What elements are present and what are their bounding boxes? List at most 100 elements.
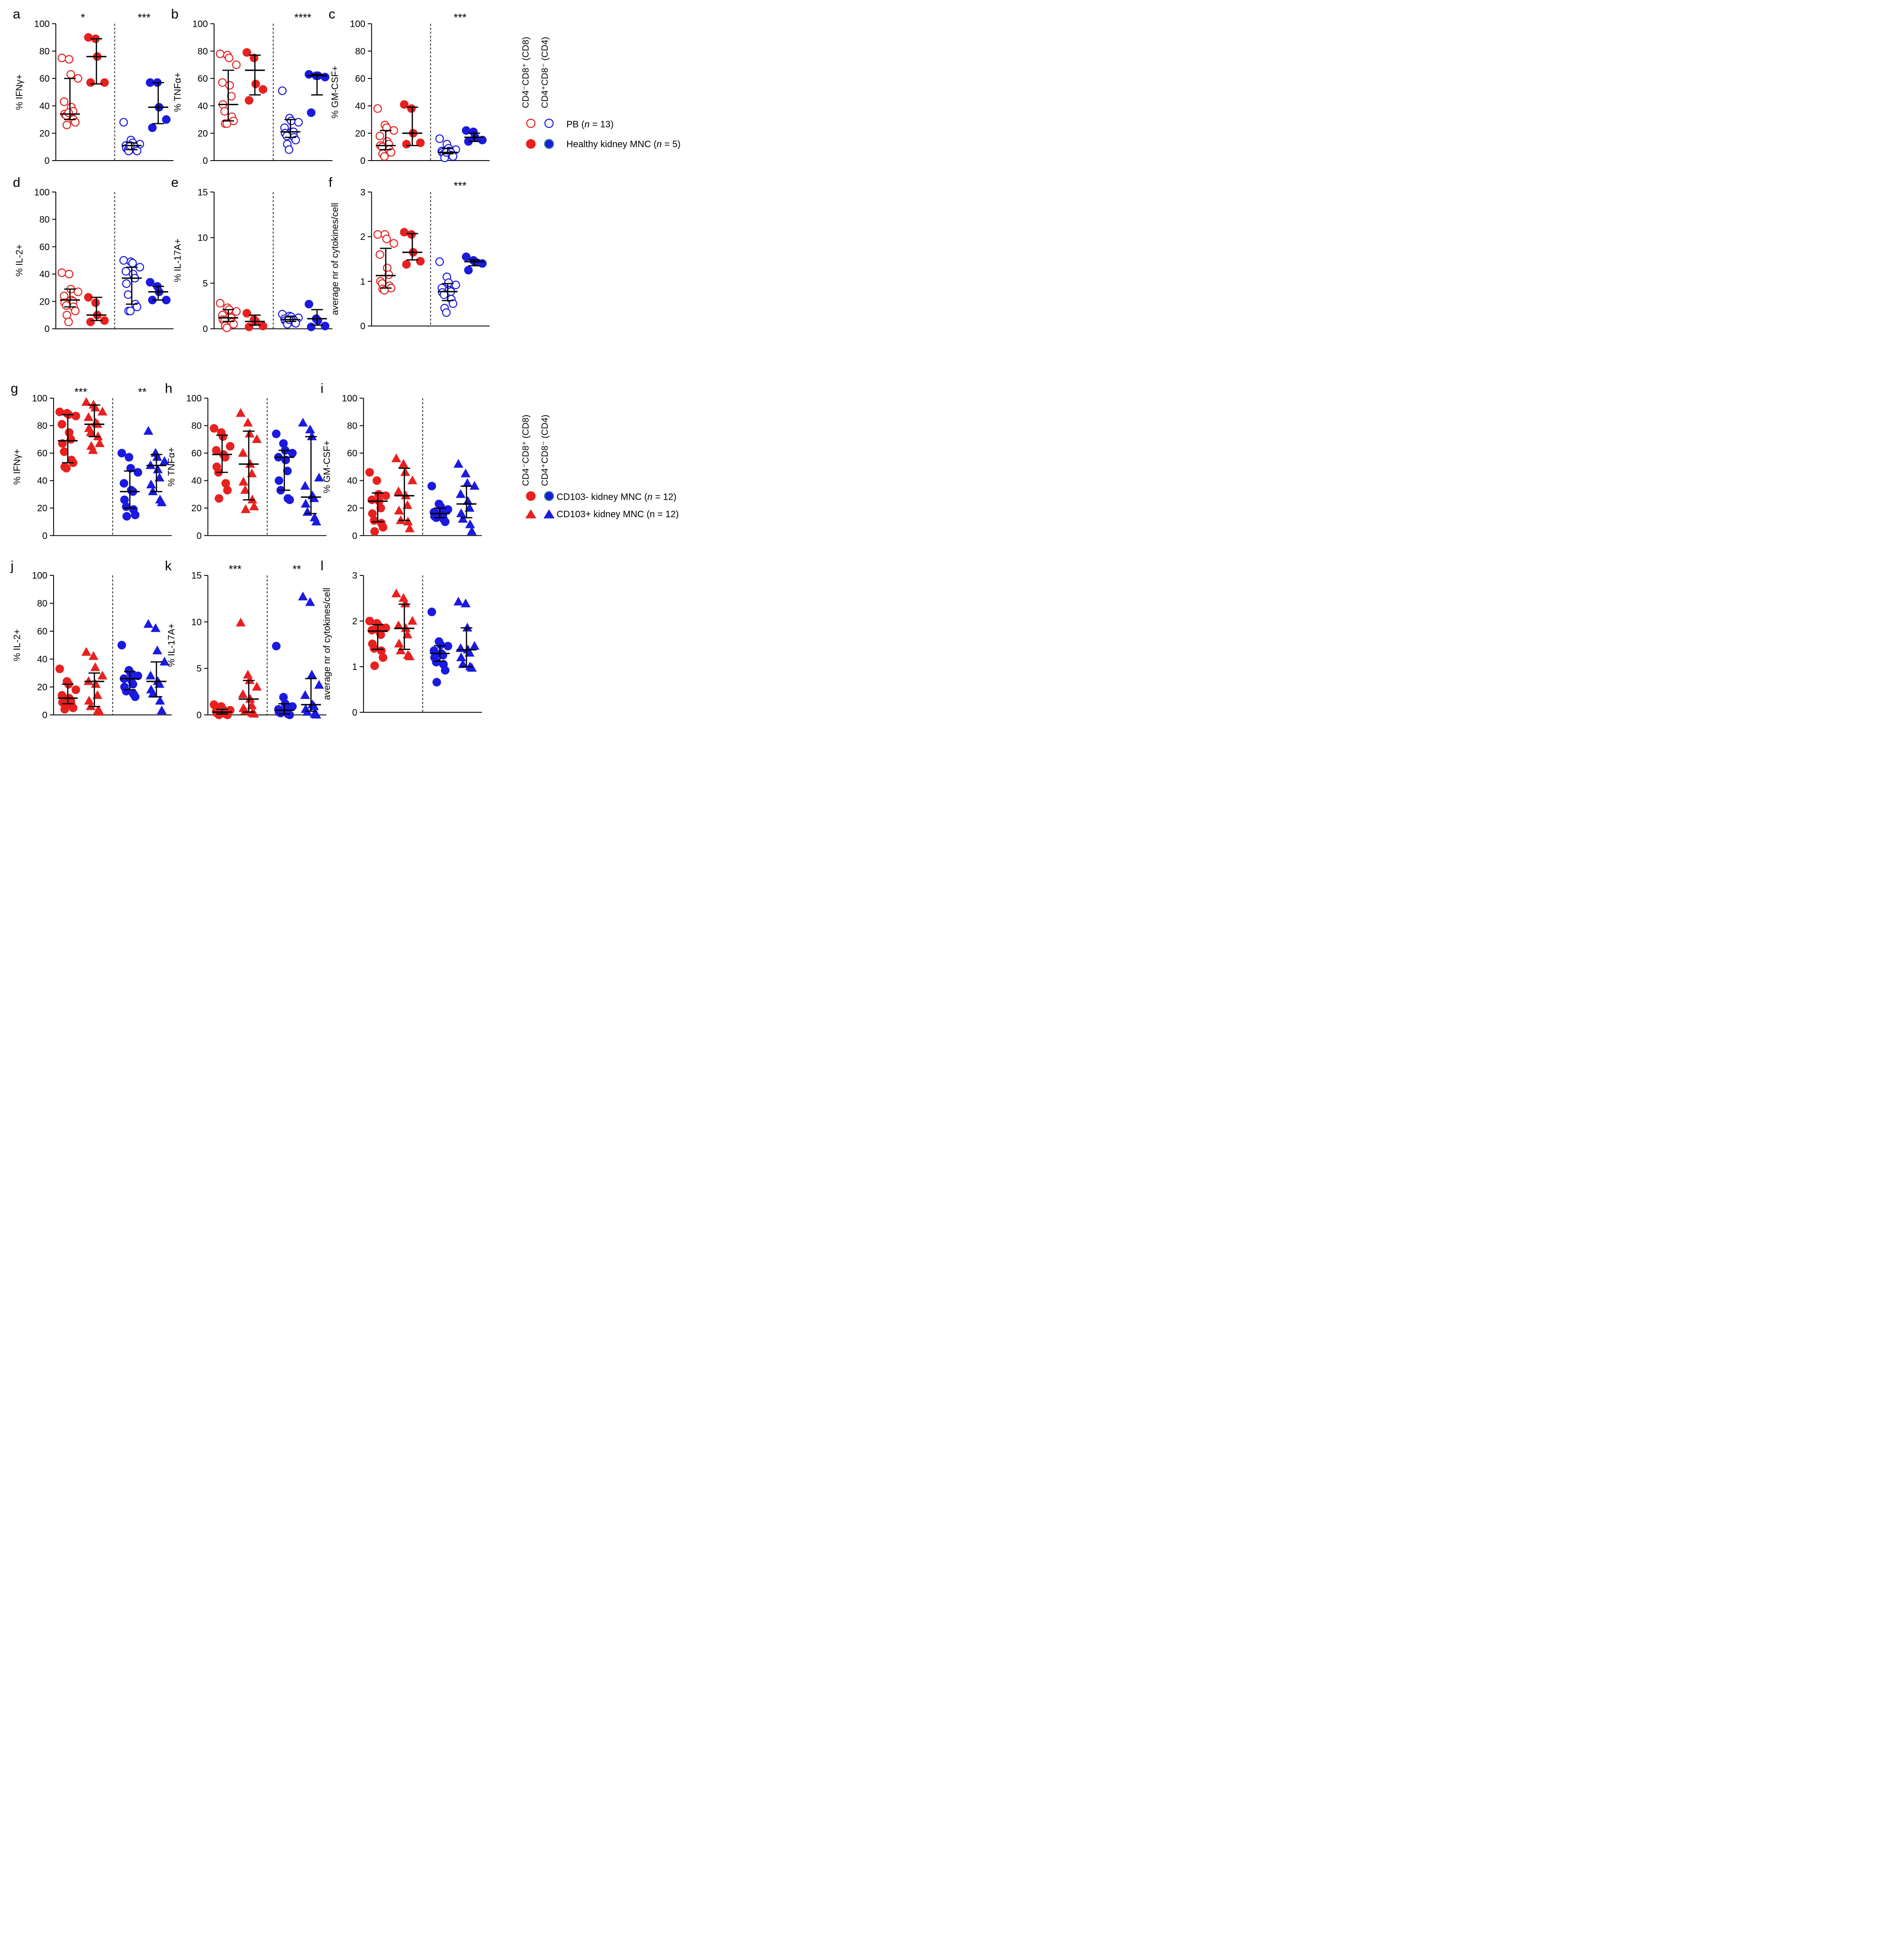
data-point bbox=[458, 659, 468, 668]
data-point bbox=[382, 123, 391, 132]
panel-letter: b bbox=[171, 7, 179, 22]
y-axis-label: % GM-CSF+ bbox=[322, 441, 332, 493]
data-point bbox=[258, 322, 268, 330]
y-tick-label: 20 bbox=[355, 129, 365, 139]
panel-b: b 0 20 40 60 80 100 % TNFα+ **** bbox=[171, 7, 333, 166]
data-point bbox=[394, 639, 404, 648]
data-point bbox=[461, 468, 471, 478]
data-point bbox=[148, 295, 157, 305]
y-tick-label: 40 bbox=[347, 476, 357, 486]
data-point bbox=[131, 692, 140, 701]
data-point bbox=[398, 459, 408, 468]
data-point bbox=[469, 641, 479, 650]
data-point bbox=[456, 652, 466, 661]
y-tick-label: 5 bbox=[203, 279, 208, 289]
data-point bbox=[251, 79, 260, 89]
y-axis-label: % IFNγ+ bbox=[14, 74, 24, 110]
data-point bbox=[456, 508, 466, 517]
data-point bbox=[62, 120, 72, 130]
data-point bbox=[249, 502, 259, 511]
data-point bbox=[467, 526, 477, 535]
data-point bbox=[132, 146, 142, 155]
y-tick-label: 1 bbox=[352, 662, 357, 672]
data-point bbox=[391, 588, 401, 598]
data-point bbox=[55, 407, 64, 417]
legend-marker-cd103pos-cd4 bbox=[543, 509, 555, 519]
data-point bbox=[389, 239, 398, 248]
data-point bbox=[309, 701, 319, 711]
data-point bbox=[441, 517, 450, 526]
data-point bbox=[92, 419, 102, 428]
data-point bbox=[148, 688, 158, 698]
data-point bbox=[145, 460, 156, 469]
data-point bbox=[387, 148, 395, 157]
y-tick-label: 2 bbox=[352, 616, 357, 627]
data-point bbox=[258, 85, 268, 94]
significance-label: *** bbox=[229, 563, 242, 576]
data-point bbox=[464, 648, 475, 657]
data-point bbox=[365, 616, 374, 626]
data-point bbox=[152, 452, 162, 461]
data-point bbox=[278, 86, 287, 96]
data-point bbox=[153, 464, 163, 473]
data-point bbox=[395, 515, 406, 524]
data-point bbox=[145, 670, 156, 680]
y-tick-label: 0 bbox=[360, 322, 365, 332]
data-point bbox=[275, 476, 283, 485]
data-point bbox=[86, 427, 96, 436]
data-point bbox=[305, 424, 315, 434]
y-tick-label: 3 bbox=[352, 571, 357, 581]
data-point bbox=[119, 118, 128, 127]
data-point bbox=[152, 645, 162, 655]
legend-marker-cd103neg-cd8 bbox=[526, 491, 536, 501]
y-axis-label: average nr of cytokines/cell bbox=[322, 588, 332, 700]
y-tick-label: 60 bbox=[347, 448, 357, 459]
data-point bbox=[245, 459, 255, 468]
y-tick-label: 100 bbox=[32, 394, 48, 404]
data-point bbox=[378, 653, 388, 662]
data-point bbox=[97, 406, 108, 416]
data-point bbox=[223, 486, 232, 495]
data-point bbox=[427, 482, 436, 490]
data-point bbox=[243, 418, 253, 427]
data-point bbox=[218, 432, 228, 441]
data-point bbox=[380, 152, 389, 161]
data-point bbox=[120, 496, 129, 504]
data-point bbox=[370, 516, 378, 525]
data-point bbox=[143, 619, 154, 628]
data-point bbox=[64, 108, 73, 117]
y-tick-label: 0 bbox=[360, 156, 365, 166]
y-tick-label: 60 bbox=[355, 74, 365, 84]
data-point bbox=[321, 72, 329, 82]
legend-marker-cd103neg-cd4 bbox=[544, 491, 554, 501]
y-tick-label: 60 bbox=[39, 74, 49, 84]
y-tick-label: 20 bbox=[347, 503, 357, 514]
data-point bbox=[155, 472, 165, 482]
data-point bbox=[314, 680, 324, 689]
y-tick-label: 60 bbox=[39, 242, 49, 252]
data-point bbox=[251, 681, 262, 691]
data-point bbox=[398, 593, 408, 602]
data-point bbox=[393, 486, 404, 496]
data-point bbox=[436, 502, 445, 511]
data-point bbox=[465, 519, 475, 528]
legend-marker-kidney-cd8 bbox=[526, 139, 536, 149]
data-point bbox=[247, 495, 257, 504]
data-point bbox=[220, 107, 229, 116]
y-tick-label: 40 bbox=[39, 101, 49, 111]
legend-top-col-cd8: CD4⁻CD8⁺ (CD8) bbox=[521, 36, 531, 108]
data-point bbox=[66, 70, 75, 79]
data-point bbox=[249, 709, 259, 718]
data-point bbox=[222, 119, 231, 128]
data-point bbox=[125, 453, 133, 462]
data-point bbox=[370, 661, 379, 670]
data-point bbox=[240, 504, 251, 513]
y-tick-label: 80 bbox=[39, 47, 49, 57]
y-tick-label: 10 bbox=[192, 617, 202, 627]
panel-letter: j bbox=[10, 559, 13, 574]
y-tick-label: 80 bbox=[39, 215, 49, 225]
data-point bbox=[117, 640, 126, 650]
data-point bbox=[57, 420, 66, 429]
